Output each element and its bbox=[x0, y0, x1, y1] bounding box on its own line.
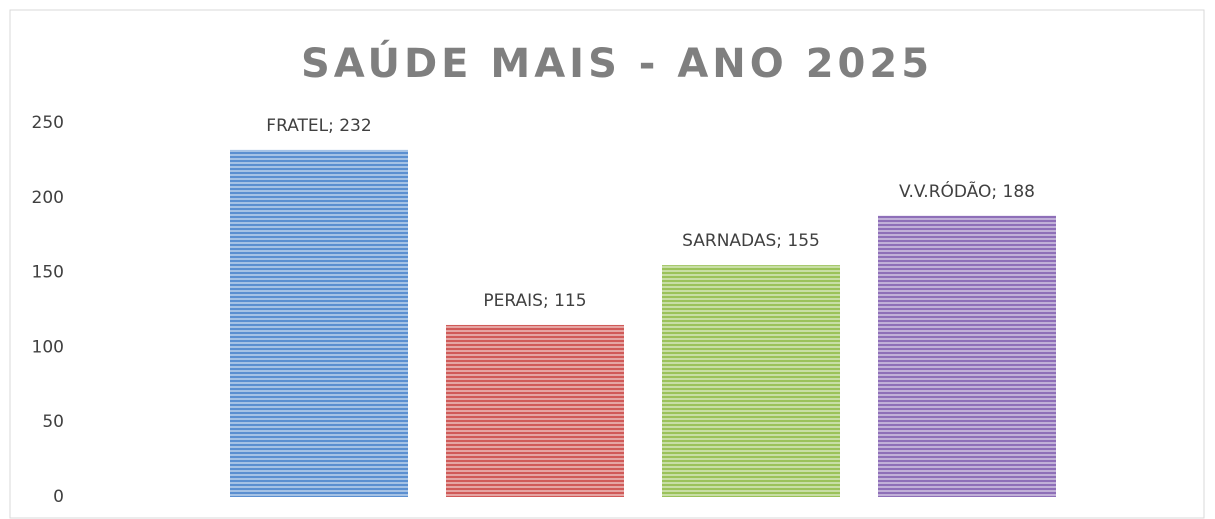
y-tick-label: 100 bbox=[32, 337, 64, 357]
data-label: SARNADAS; 155 bbox=[682, 231, 820, 251]
y-tick-label: 200 bbox=[32, 188, 64, 208]
data-label: PERAIS; 115 bbox=[483, 291, 586, 311]
chart-title: SAÚDE MAIS - ANO 2025 bbox=[301, 39, 933, 87]
bar bbox=[662, 265, 840, 497]
y-tick-label: 250 bbox=[32, 113, 64, 133]
bar bbox=[878, 215, 1056, 497]
data-label: FRATEL; 232 bbox=[266, 116, 371, 136]
y-tick-label: 50 bbox=[42, 412, 64, 432]
bar bbox=[230, 149, 408, 498]
y-tick-label: 0 bbox=[53, 487, 64, 507]
data-label: V.V.RÓDÃO; 188 bbox=[899, 180, 1035, 202]
bar bbox=[446, 324, 624, 497]
y-tick-label: 150 bbox=[32, 263, 64, 283]
